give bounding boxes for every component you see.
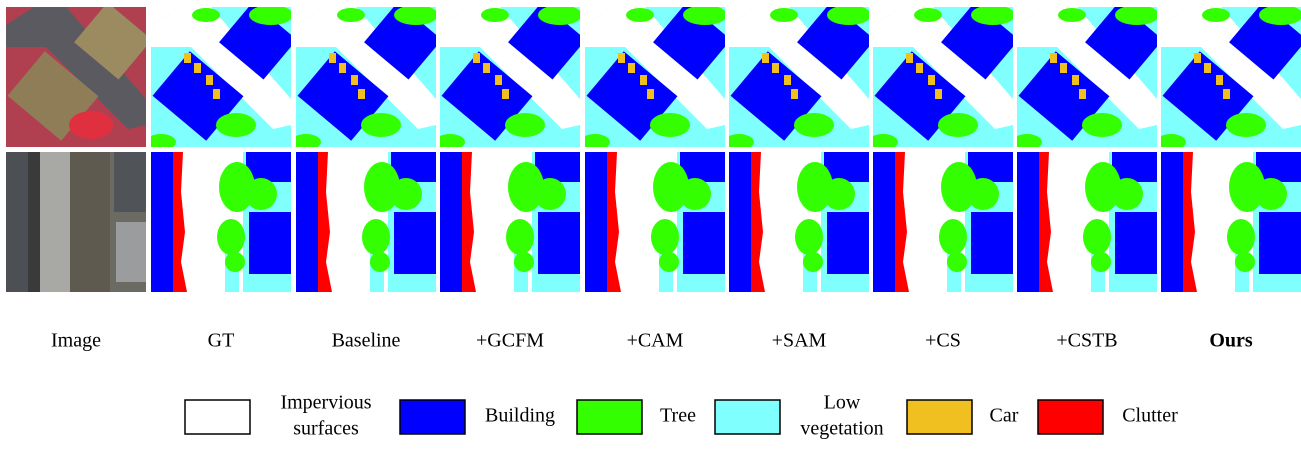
- segmentation-map: [296, 152, 436, 292]
- segmentation-map: [1156, 2, 1301, 150]
- segmentation-map: [580, 2, 731, 150]
- segmentation-map: [291, 2, 442, 150]
- segmentation-map: [1017, 152, 1157, 292]
- column-label: Image: [51, 330, 101, 352]
- legend-label: Tree: [660, 405, 696, 427]
- legend-swatch: [577, 400, 642, 434]
- page: {"columns": ["Image", "GT", "Baseline", …: [0, 0, 1301, 449]
- legend-label: Car: [990, 405, 1019, 427]
- column-label: +CAM: [627, 330, 684, 352]
- legend-label: Impervious: [280, 392, 371, 414]
- column-label: +CSTB: [1056, 330, 1117, 352]
- column-label: Baseline: [332, 330, 401, 352]
- legend-label: surfaces: [293, 418, 359, 440]
- figure: Image GT Baseline +GCFM +CAM +SAM +CS +CSTB Ours…: [0, 0, 1301, 449]
- segmentation-map: [873, 152, 1013, 292]
- column-label: GT: [208, 330, 235, 352]
- legend-swatch: [400, 400, 465, 434]
- aerial-image: [6, 2, 152, 147]
- segmentation-map: [1012, 2, 1163, 150]
- legend-swatch: [715, 400, 780, 434]
- segmentation-map: [440, 152, 580, 292]
- segmentation-map: [1161, 152, 1301, 292]
- legend-label: Low: [824, 392, 861, 414]
- column-label: +GCFM: [476, 330, 544, 352]
- legend-swatch: [185, 400, 250, 434]
- segmentation-map: [435, 2, 586, 150]
- segmentation-map: [151, 152, 291, 292]
- segmentation-map: [729, 152, 869, 292]
- column-label: +SAM: [772, 330, 827, 352]
- legend-swatch: [1038, 400, 1103, 434]
- segmentation-map: [146, 2, 297, 150]
- legend-swatch: [907, 400, 972, 434]
- column-label: Ours: [1209, 330, 1253, 352]
- segmentation-map: [585, 152, 725, 292]
- legend-label: Clutter: [1122, 405, 1178, 427]
- segmentation-map: [868, 2, 1019, 150]
- legend-label: vegetation: [800, 418, 883, 440]
- column-label: +CS: [925, 330, 961, 352]
- segmentation-map: [724, 2, 875, 150]
- aerial-image: [6, 152, 146, 292]
- legend-label: Building: [485, 405, 555, 427]
